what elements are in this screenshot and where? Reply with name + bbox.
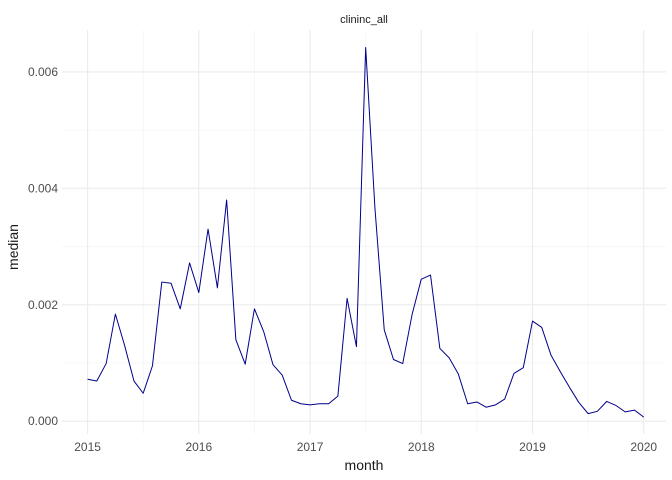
y-tick-label: 0.006 <box>28 65 58 79</box>
minor-gridlines <box>62 30 666 434</box>
y-axis-title: median <box>5 224 21 270</box>
y-tick-labels: 0.000 0.002 0.004 0.006 <box>28 65 58 428</box>
x-tick-label: 2018 <box>408 440 435 454</box>
x-tick-label: 2019 <box>519 440 546 454</box>
x-tick-label: 2015 <box>74 440 101 454</box>
x-axis-title: month <box>345 457 384 473</box>
series-line <box>87 46 645 418</box>
y-tick-label: 0.000 <box>28 414 58 428</box>
x-tick-label: 2017 <box>297 440 324 454</box>
x-tick-labels: 2015 2016 2017 2018 2019 2020 <box>74 440 657 454</box>
series-layer <box>87 46 645 418</box>
major-gridlines <box>62 30 666 434</box>
x-tick-label: 2020 <box>630 440 657 454</box>
y-tick-label: 0.002 <box>28 298 58 312</box>
y-tick-label: 0.004 <box>28 181 58 195</box>
x-tick-label: 2016 <box>185 440 212 454</box>
chart-title: clininc_all <box>340 14 388 26</box>
